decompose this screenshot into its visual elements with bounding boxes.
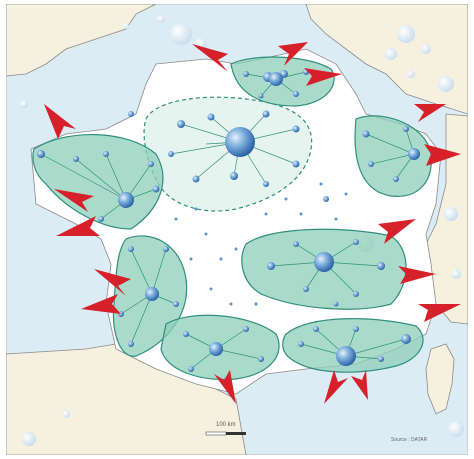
arrow-e2 [398,266,436,284]
hub-west-brittany [118,192,134,208]
scale-bar-label: 100 km [216,422,236,428]
decorative-bubbles [20,15,464,446]
arrow-w1 [54,189,94,212]
small-dots [174,182,348,306]
northeast-neighbors-landmass [305,4,468,115]
arrow-nw1 [44,104,76,139]
uk-landmass [6,4,157,77]
arrow-n1 [192,44,228,72]
credit-text: Source : DATAR [391,437,428,443]
hub-paris-basin [225,127,255,157]
map-frame: 100 km Source : DATAR [6,4,468,455]
arrow-s3 [351,370,368,400]
outward-arrows [44,42,461,404]
corsica-island [425,343,455,415]
arrow-ne2 [424,144,461,166]
arrow-n2 [278,42,308,66]
main-hubs [118,72,420,366]
secondary-nodes [37,69,411,372]
hub-south-west [209,342,223,356]
arrow-s2 [324,370,348,404]
zone-mediterranean [282,318,424,373]
hub-atlantic [145,287,159,301]
hub-channel-coast [269,72,283,86]
arrow-n3 [304,68,342,86]
arrow-ne1 [414,104,446,122]
scale-bar [205,431,246,436]
arrow-e1 [378,219,416,244]
arrow-s1 [214,370,236,404]
france-development-map [6,4,468,455]
arrow-w3 [94,269,131,296]
hub-north-east [408,148,420,160]
hub-mediterranean [336,346,356,366]
arrow-w2 [56,216,100,236]
arrow-w4 [81,294,121,314]
hub-centre-east [314,252,334,272]
zone-north-east [354,115,432,197]
arrow-e3 [418,304,461,322]
